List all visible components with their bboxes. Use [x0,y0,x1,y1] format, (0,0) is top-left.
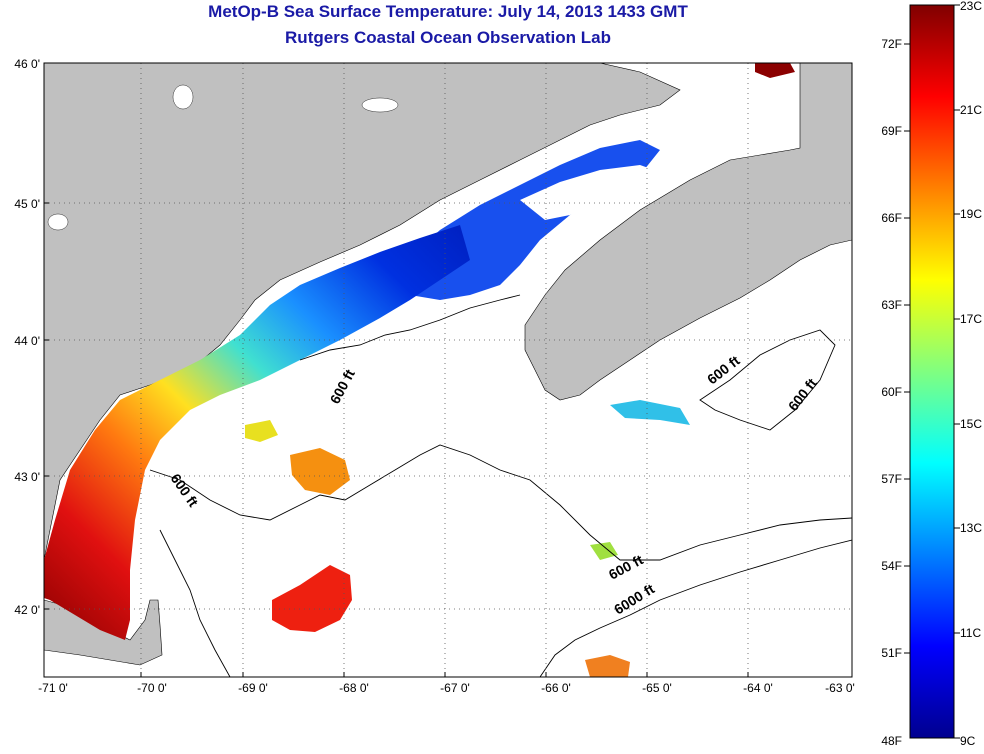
lon-tick-label: -65 0' [642,681,672,695]
sst-fundy-white-patch [520,165,660,220]
colorbar-ticks [904,4,960,739]
sst-georges-bank [272,565,352,632]
colorbar-c-label: 9C [960,734,976,748]
contour-600ft-north [299,294,521,361]
map-title: MetOp-B Sea Surface Temperature: July 14… [208,2,688,21]
colorbar-c-label: 19C [960,207,982,221]
sst-coastal-band [44,225,470,640]
lon-tick-label: -68 0' [339,681,369,695]
sst-patch-red-north [755,63,795,78]
sst-patch-orange-south [585,655,630,677]
lon-tick-label: -69 0' [238,681,268,695]
colorbar-f-label: 60F [881,385,902,399]
colorbar-f-label: 63F [881,298,902,312]
lon-tick-label: -70 0' [137,681,167,695]
lon-tick-label: -71 0' [38,681,68,695]
colorbar-f-label: 66F [881,211,902,225]
colorbar-c-label: 11C [960,626,981,640]
axis-ticks [43,62,853,677]
lon-tick-label: -67 0' [440,681,470,695]
lat-tick-label: 46 0' [14,57,40,71]
lat-tick-label: 42 0' [14,603,40,617]
sst-patch-green [590,542,618,560]
contour-600ft-scotian [699,329,836,431]
lon-tick-label: -64 0' [743,681,773,695]
lon-tick-label: -66 0' [541,681,571,695]
lon-tick-label: -63 0' [825,681,855,695]
lat-tick-label: 45 0' [14,197,40,211]
colorbar [909,4,955,739]
colorbar-f-label: 69F [881,124,902,138]
colorbar-c-label: 21C [960,103,982,117]
contour-600ft-cape [159,529,231,677]
colorbar-f-label: 54F [881,559,902,573]
land-nova-scotia [524,63,852,401]
colorbar-f-label: 72F [881,37,902,51]
colorbar-c-label: 17C [960,312,982,326]
contour-6000ft [539,539,852,677]
sst-patch-orange [290,448,350,495]
map-subtitle: Rutgers Coastal Ocean Observation Lab [285,28,611,47]
colorbar-c-label: 15C [960,417,982,431]
sst-patch-cyan [610,400,690,425]
lat-tick-label: 44 0' [14,334,40,348]
sst-patch-yellow [245,420,278,442]
lat-tick-label: 43 0' [14,470,40,484]
colorbar-f-label: 57F [881,472,902,486]
colorbar-f-label: 48F [881,734,902,748]
colorbar-c-label: 13C [960,521,982,535]
colorbar-c-label: 23C [960,0,982,13]
contour-600ft-gulf [149,444,852,561]
colorbar-f-label: 51F [881,646,902,660]
map-frame [43,62,853,678]
